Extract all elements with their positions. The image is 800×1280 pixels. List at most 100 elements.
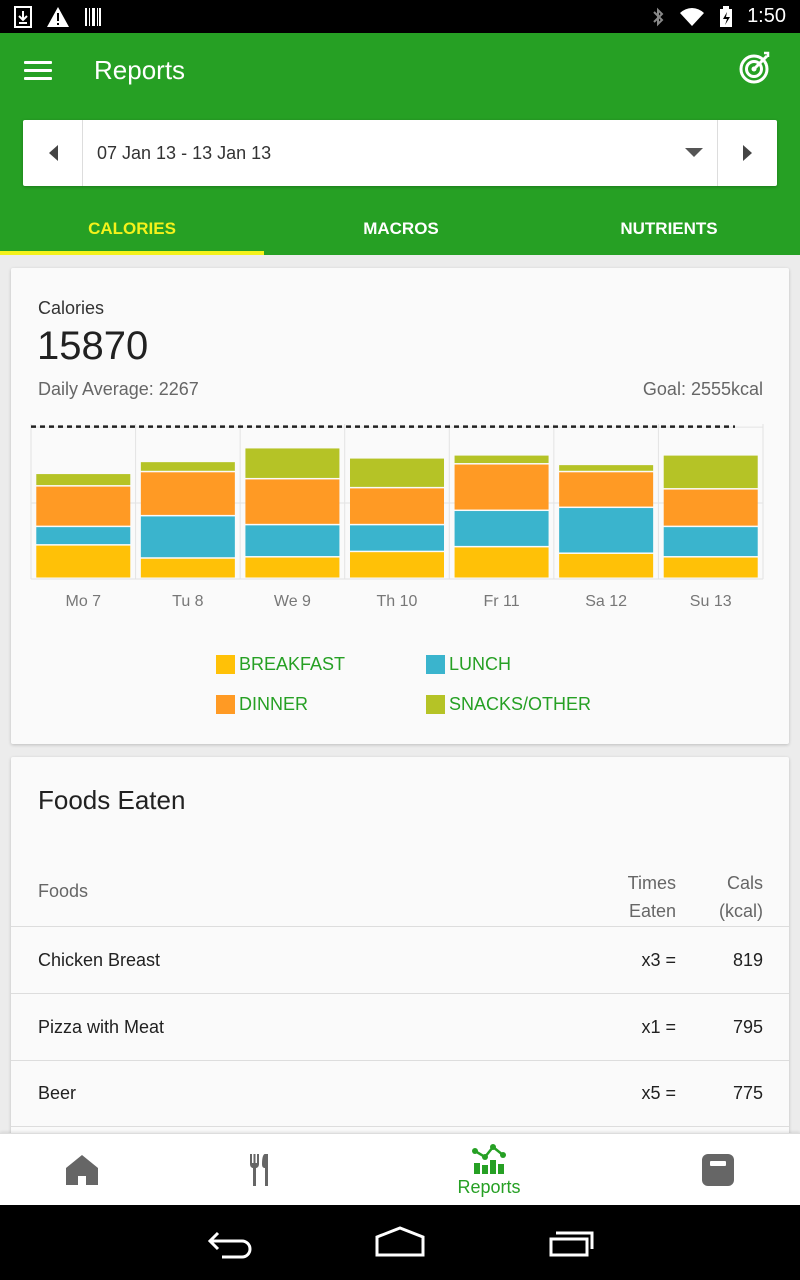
x-tick-label: Th 10	[377, 593, 418, 610]
scale-icon	[702, 1154, 734, 1186]
battery-icon	[720, 5, 733, 27]
legend-swatch	[216, 695, 235, 714]
bar-segment	[350, 552, 444, 578]
bar-segment	[454, 511, 549, 546]
nav-weight[interactable]	[678, 1134, 758, 1206]
legend-swatch	[216, 655, 235, 674]
tab-macros[interactable]: MACROS	[363, 219, 439, 238]
legend-swatch	[426, 655, 445, 674]
food-cals: 819	[732, 950, 763, 970]
bar-segment	[140, 516, 235, 558]
bar-segment	[454, 464, 549, 510]
bar-segment	[245, 557, 340, 578]
food-name: Beer	[38, 1083, 77, 1103]
x-tick-label: Tu 8	[172, 593, 204, 610]
bar-segment	[454, 547, 549, 578]
daily-average: Daily Average: 2267	[38, 379, 199, 399]
nav-reports-label: Reports	[457, 1176, 521, 1197]
legend-item: LUNCH	[426, 654, 511, 675]
date-range-picker: 07 Jan 13 - 13 Jan 13	[23, 120, 777, 186]
bar-segment	[663, 527, 758, 557]
foods-eaten-title: Foods Eaten	[38, 785, 186, 815]
app-bar: Reports 07 Jan 13 - 13 Jan 13 CALORIES M…	[0, 33, 800, 255]
page-title: Reports	[94, 55, 186, 85]
download-icon	[14, 5, 32, 28]
legend-item: BREAKFAST	[216, 654, 345, 675]
fork-knife-icon	[250, 1154, 268, 1186]
x-tick-label: Mo 7	[65, 593, 101, 610]
bar-segment	[140, 558, 235, 578]
food-cals: 775	[732, 1083, 763, 1103]
bar-segment	[663, 489, 758, 526]
food-times: x5 =	[641, 1083, 676, 1103]
x-tick-label: Sa 12	[585, 593, 627, 610]
header-cals-line1: Cals	[726, 873, 763, 893]
dropdown-arrow-icon	[685, 148, 703, 157]
bar-segment	[559, 553, 654, 578]
bluetooth-icon	[653, 7, 664, 26]
food-name: Pizza with Meat	[38, 1017, 165, 1037]
calories-label: Calories	[38, 298, 105, 318]
foods-eaten-card: Foods Eaten Foods Times Eaten Cals (kcal…	[11, 757, 789, 1157]
bar-segment	[245, 448, 340, 478]
legend-item: SNACKS/OTHER	[426, 694, 591, 715]
chevron-left-icon	[48, 145, 58, 161]
bar-segment	[350, 488, 444, 524]
chart-legend: BREAKFAST LUNCH DINNER SNACKS/OTHER	[11, 644, 789, 724]
date-range-label: 07 Jan 13 - 13 Jan 13	[97, 142, 272, 163]
header-times-line2: Eaten	[628, 901, 676, 921]
wifi-icon	[680, 7, 705, 26]
calories-total: 15870	[37, 324, 149, 368]
bar-segment	[350, 525, 444, 551]
back-icon[interactable]	[206, 1225, 254, 1259]
nav-food-log[interactable]	[221, 1134, 301, 1206]
legend-swatch	[426, 695, 445, 714]
home-button-icon[interactable]	[374, 1225, 426, 1259]
report-tabs: CALORIES MACROS NUTRIENTS	[0, 203, 800, 255]
header-times-eaten: Times Eaten	[628, 869, 676, 925]
x-tick-label: We 9	[274, 593, 311, 610]
previous-week-button[interactable]	[23, 120, 83, 186]
bar-segment	[140, 462, 235, 471]
bar-segment	[559, 472, 654, 507]
food-times: x1 =	[641, 1017, 676, 1037]
bar-segment	[36, 545, 131, 578]
bar-segment	[36, 527, 131, 545]
legend-label: SNACKS/OTHER	[449, 694, 592, 714]
calories-card: Calories 15870 Daily Average: 2267 Goal:…	[11, 268, 789, 744]
nav-home[interactable]	[42, 1134, 122, 1206]
bar-segment	[140, 472, 235, 515]
header-cals: Cals (kcal)	[719, 869, 763, 925]
table-row[interactable]: Beer x5 = 775	[11, 1061, 789, 1127]
bar-segment	[350, 458, 444, 487]
tab-nutrients[interactable]: NUTRIENTS	[620, 219, 718, 238]
header-cals-line2: (kcal)	[719, 901, 763, 921]
barcode-icon	[85, 7, 101, 26]
reports-chart-icon	[472, 1143, 506, 1174]
tab-calories[interactable]: CALORIES	[0, 203, 264, 255]
calorie-goal: Goal: 2555kcal	[642, 379, 763, 399]
system-navigation-bar	[0, 1205, 800, 1280]
next-week-button[interactable]	[717, 120, 777, 186]
table-row[interactable]: Chicken Breast x3 = 819	[11, 928, 789, 994]
bar-segment	[559, 465, 654, 471]
bar-segment	[559, 508, 654, 553]
status-bar: 1:50	[0, 0, 800, 33]
nav-reports[interactable]: Reports	[429, 1134, 549, 1206]
legend-label: LUNCH	[449, 654, 512, 674]
x-tick-label: Fr 11	[483, 593, 519, 610]
food-cals: 795	[732, 1017, 763, 1037]
header-times-line1: Times	[627, 873, 676, 893]
chevron-right-icon	[742, 145, 752, 161]
calories-stacked-bar-chart: Mo 7 Tu 8 We 9 Th 10 Fr 11 Sa 12 Su 13	[30, 424, 764, 610]
legend-label: BREAKFAST	[239, 654, 346, 674]
target-goal-icon[interactable]	[738, 51, 772, 85]
bottom-navigation: Reports	[0, 1133, 800, 1205]
menu-icon[interactable]	[24, 61, 52, 83]
date-range-dropdown[interactable]: 07 Jan 13 - 13 Jan 13	[83, 120, 717, 186]
bar-segment	[454, 455, 549, 464]
foods-table-header: Foods Times Eaten Cals (kcal)	[11, 855, 789, 927]
table-row[interactable]: Pizza with Meat x1 = 795	[11, 995, 789, 1061]
recent-apps-icon[interactable]	[548, 1225, 596, 1259]
bar-segment	[36, 486, 131, 526]
